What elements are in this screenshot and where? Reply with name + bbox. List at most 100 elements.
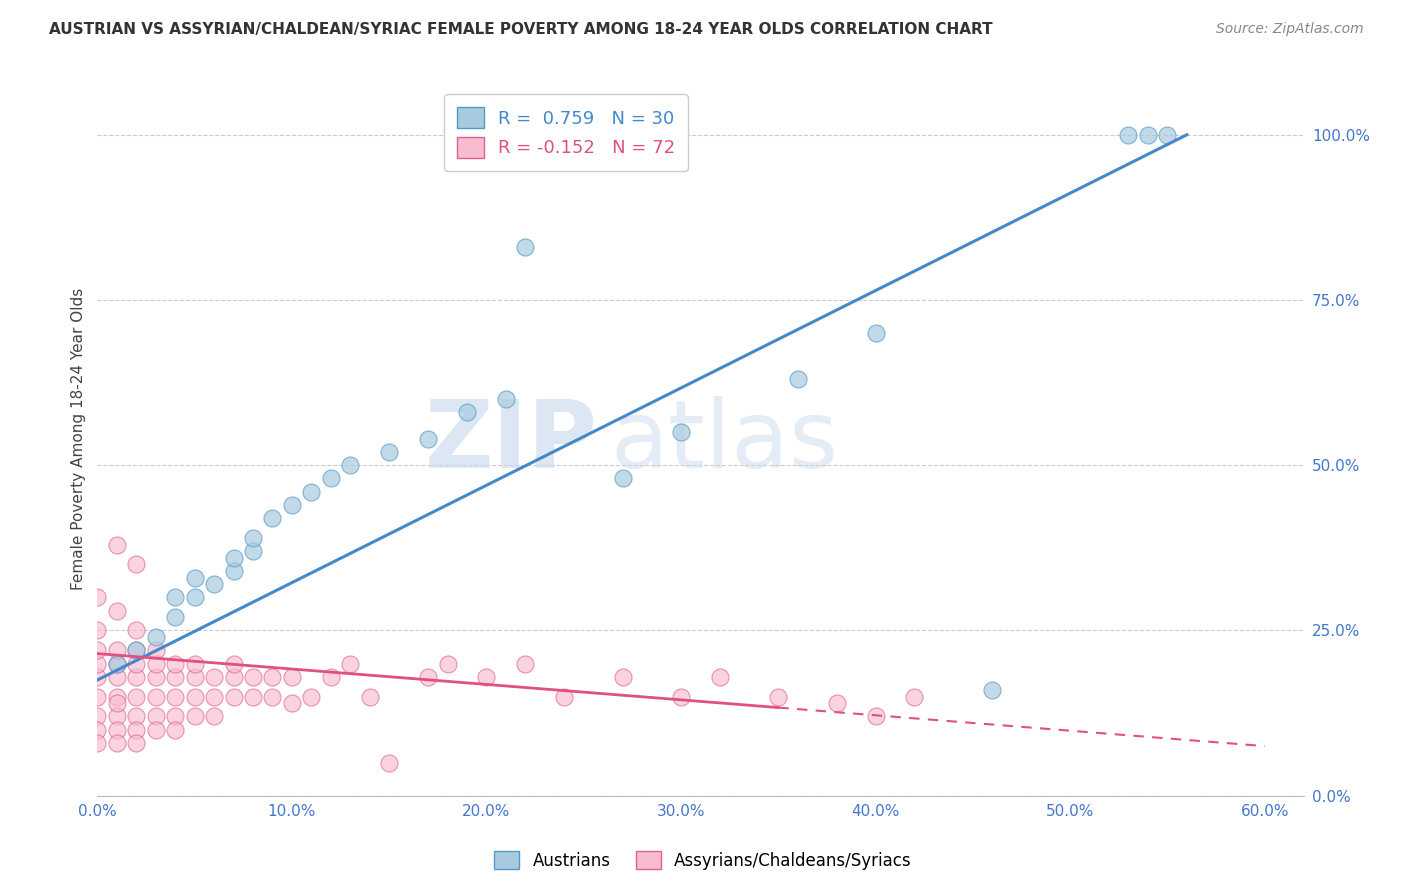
Point xyxy=(669,425,692,440)
Point xyxy=(222,670,245,684)
Point xyxy=(299,484,322,499)
Point xyxy=(281,670,304,684)
Point xyxy=(125,643,148,657)
Point xyxy=(202,690,225,704)
Point xyxy=(262,511,284,525)
Point xyxy=(242,670,264,684)
Point xyxy=(339,458,361,473)
Point xyxy=(612,670,634,684)
Legend: Austrians, Assyrians/Chaldeans/Syriacs: Austrians, Assyrians/Chaldeans/Syriacs xyxy=(488,845,918,877)
Point xyxy=(86,624,108,638)
Point xyxy=(183,591,205,605)
Point xyxy=(165,709,187,723)
Point xyxy=(105,670,128,684)
Point xyxy=(436,657,458,671)
Point xyxy=(86,657,108,671)
Point xyxy=(612,471,634,485)
Point xyxy=(105,657,128,671)
Point xyxy=(125,558,148,572)
Point xyxy=(165,690,187,704)
Point xyxy=(183,571,205,585)
Text: atlas: atlas xyxy=(610,396,838,488)
Point xyxy=(145,643,167,657)
Point xyxy=(183,670,205,684)
Point xyxy=(183,709,205,723)
Point xyxy=(202,670,225,684)
Point xyxy=(515,657,537,671)
Point xyxy=(105,604,128,618)
Point xyxy=(825,696,848,710)
Point xyxy=(183,657,205,671)
Point xyxy=(281,696,304,710)
Point xyxy=(86,670,108,684)
Text: ZIP: ZIP xyxy=(425,396,598,488)
Point xyxy=(378,756,401,770)
Point xyxy=(105,643,128,657)
Point xyxy=(515,240,537,254)
Point xyxy=(416,670,439,684)
Point xyxy=(125,670,148,684)
Point xyxy=(145,670,167,684)
Point xyxy=(378,445,401,459)
Point xyxy=(1118,128,1140,142)
Point xyxy=(86,643,108,657)
Point xyxy=(456,405,478,419)
Point xyxy=(281,498,304,512)
Point xyxy=(125,723,148,737)
Point xyxy=(125,690,148,704)
Point xyxy=(145,630,167,644)
Point xyxy=(105,736,128,750)
Point xyxy=(183,690,205,704)
Point xyxy=(262,690,284,704)
Point xyxy=(145,690,167,704)
Point xyxy=(339,657,361,671)
Point xyxy=(145,657,167,671)
Point xyxy=(105,690,128,704)
Point xyxy=(475,670,498,684)
Point xyxy=(1136,128,1159,142)
Point xyxy=(981,682,1004,697)
Point xyxy=(865,709,887,723)
Text: Source: ZipAtlas.com: Source: ZipAtlas.com xyxy=(1216,22,1364,37)
Y-axis label: Female Poverty Among 18-24 Year Olds: Female Poverty Among 18-24 Year Olds xyxy=(72,287,86,590)
Legend: R =  0.759   N = 30, R = -0.152   N = 72: R = 0.759 N = 30, R = -0.152 N = 72 xyxy=(444,95,688,170)
Point xyxy=(768,690,790,704)
Point xyxy=(125,643,148,657)
Point xyxy=(105,696,128,710)
Point xyxy=(786,372,808,386)
Point xyxy=(86,723,108,737)
Point xyxy=(86,690,108,704)
Point xyxy=(242,544,264,558)
Point xyxy=(222,550,245,565)
Point xyxy=(319,471,342,485)
Point xyxy=(242,690,264,704)
Point xyxy=(86,591,108,605)
Point xyxy=(553,690,575,704)
Point xyxy=(299,690,322,704)
Text: AUSTRIAN VS ASSYRIAN/CHALDEAN/SYRIAC FEMALE POVERTY AMONG 18-24 YEAR OLDS CORREL: AUSTRIAN VS ASSYRIAN/CHALDEAN/SYRIAC FEM… xyxy=(49,22,993,37)
Point xyxy=(165,591,187,605)
Point xyxy=(262,670,284,684)
Point xyxy=(105,723,128,737)
Point xyxy=(222,564,245,578)
Point xyxy=(495,392,517,406)
Point xyxy=(709,670,731,684)
Point xyxy=(222,690,245,704)
Point xyxy=(105,537,128,551)
Point xyxy=(105,709,128,723)
Point xyxy=(222,657,245,671)
Point xyxy=(359,690,381,704)
Point xyxy=(125,657,148,671)
Point xyxy=(165,610,187,624)
Point xyxy=(165,657,187,671)
Point xyxy=(242,531,264,545)
Point xyxy=(202,577,225,591)
Point xyxy=(125,624,148,638)
Point xyxy=(145,709,167,723)
Point xyxy=(865,326,887,340)
Point xyxy=(202,709,225,723)
Point xyxy=(1156,128,1178,142)
Point xyxy=(903,690,925,704)
Point xyxy=(145,723,167,737)
Point xyxy=(86,709,108,723)
